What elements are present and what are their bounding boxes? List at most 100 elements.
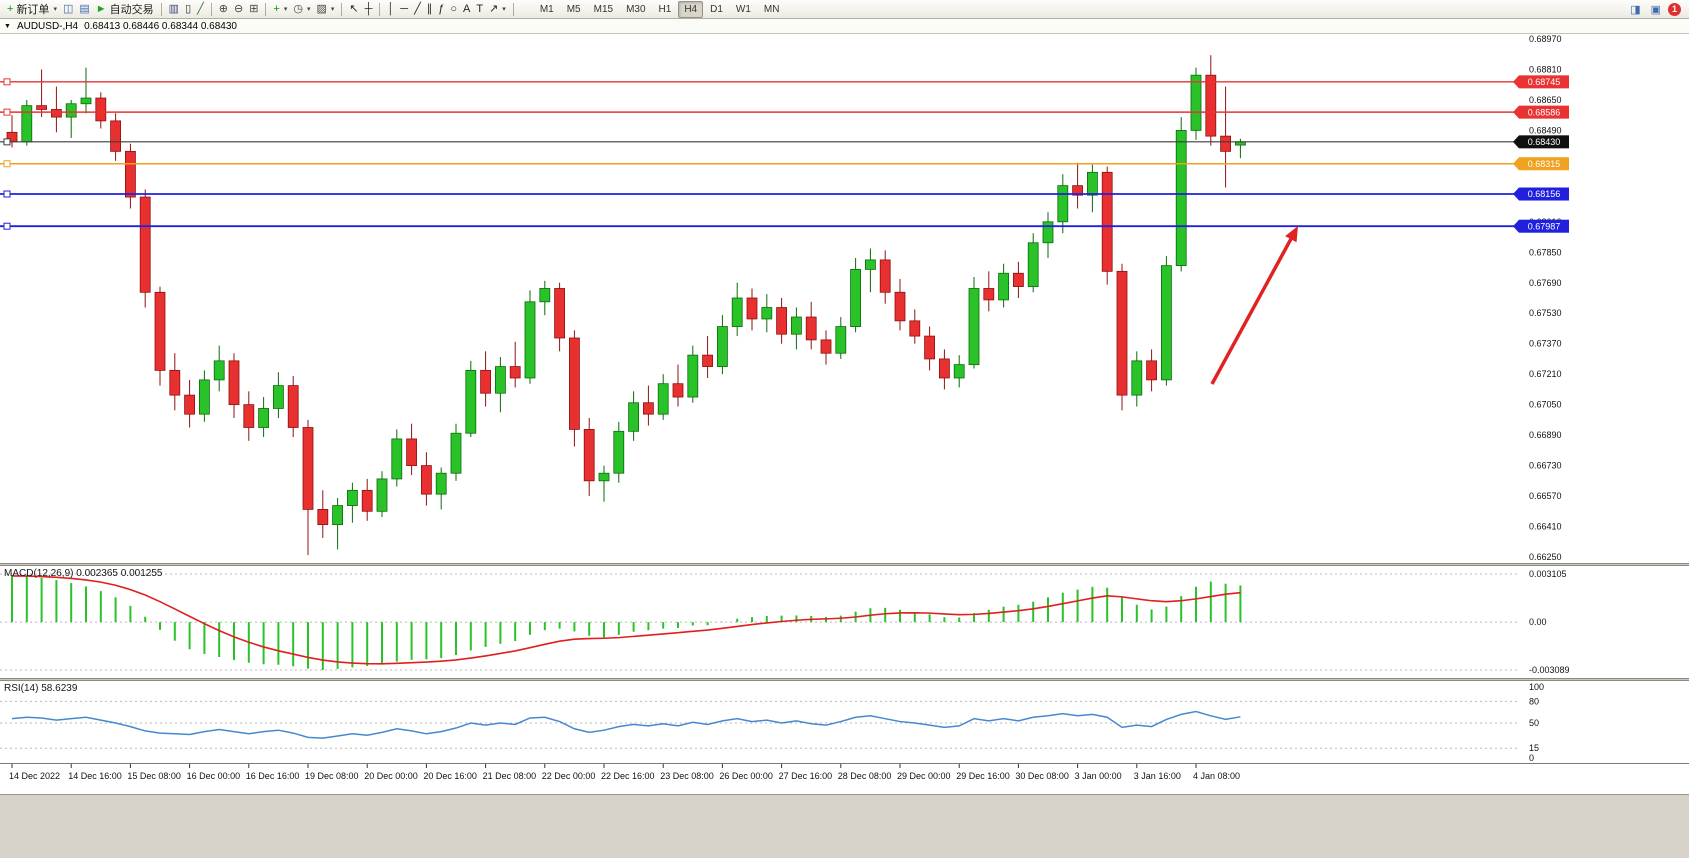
fibonacci-icon: ƒ: [438, 2, 445, 15]
svg-text:28 Dec 08:00: 28 Dec 08:00: [838, 771, 892, 781]
svg-text:0.67987: 0.67987: [1528, 221, 1561, 231]
toolbar-separator: [210, 2, 212, 16]
svg-text:0.66730: 0.66730: [1529, 461, 1562, 471]
equidistant-channel-button[interactable]: ∥: [424, 1, 436, 17]
svg-text:0: 0: [1529, 753, 1534, 763]
chart-ohlc-values: 0.68413 0.68446 0.68344 0.68430: [84, 20, 237, 32]
alerts-button[interactable]: ◨: [1627, 1, 1643, 17]
horizontal-line-button[interactable]: ─: [397, 1, 411, 17]
bar-chart-button[interactable]: ▥: [166, 1, 182, 17]
timeframe-m15-button[interactable]: M15: [593, 3, 614, 15]
cursor-button[interactable]: ↖: [346, 1, 361, 17]
tile-windows-button[interactable]: ⊞: [246, 1, 261, 17]
text-button[interactable]: A: [460, 1, 473, 17]
timeframe-m30-button[interactable]: M30: [626, 3, 646, 15]
notification-badge[interactable]: 1: [1668, 2, 1681, 16]
fibonacci-button[interactable]: ƒ: [435, 1, 447, 17]
line-chart-button[interactable]: ╱: [194, 1, 207, 17]
indicators-icon: +: [273, 2, 280, 15]
macd-histogram: [11, 574, 1242, 671]
ellipse-button[interactable]: ○: [447, 1, 460, 17]
toolbar-separator: [341, 2, 343, 16]
macd-panel[interactable]: 0.003105 0.00 -0.003089: [0, 566, 1689, 678]
price-tag[interactable]: 0.68156: [1513, 187, 1569, 201]
svg-text:0.68315: 0.68315: [1528, 159, 1561, 169]
chevron-down-icon: ▾: [330, 6, 335, 13]
price-chart-panel[interactable]: 0.689700.688100.686500.684900.683300.681…: [0, 34, 1689, 563]
zoom-out-button[interactable]: ⊖: [231, 1, 246, 17]
time-axis[interactable]: 14 Dec 2022 14 Dec 16:00 15 Dec 08:00 16 De…: [0, 763, 1689, 794]
svg-text:29 Dec 00:00: 29 Dec 00:00: [897, 771, 951, 781]
level-line[interactable]: [0, 160, 1518, 168]
toolbar-right-group: ◨ ▣ 1: [1627, 1, 1681, 17]
templates-button[interactable]: ▨ ▾: [313, 1, 337, 17]
text-label-button[interactable]: T: [473, 1, 486, 17]
candles: [6, 55, 1246, 556]
svg-text:23 Dec 08:00: 23 Dec 08:00: [660, 771, 714, 781]
svg-text:0.67370: 0.67370: [1529, 339, 1562, 349]
arrows-button[interactable]: ↗ ▾: [486, 1, 509, 17]
zoom-out-icon: ⊖: [233, 2, 244, 15]
svg-text:26 Dec 00:00: 26 Dec 00:00: [719, 771, 773, 781]
trendline-button[interactable]: ╱: [411, 1, 424, 17]
autotrading-button[interactable]: ► 自动交易: [93, 1, 157, 17]
time-axis-labels: 14 Dec 2022 14 Dec 16:00 15 Dec 08:00 16 De…: [9, 764, 1240, 781]
chevron-down-icon: ▾: [502, 6, 506, 13]
price-tag[interactable]: 0.68430: [1513, 135, 1569, 149]
timeframe-h4-button[interactable]: H4: [678, 0, 704, 18]
timeframe-m1-button[interactable]: M1: [539, 3, 554, 15]
svg-text:0.67690: 0.67690: [1529, 278, 1562, 288]
svg-text:15: 15: [1529, 743, 1539, 753]
level-line[interactable]: [0, 138, 1518, 146]
timeframe-mn-button[interactable]: MN: [763, 3, 780, 15]
level-line[interactable]: [0, 222, 1518, 230]
svg-text:14 Dec 16:00: 14 Dec 16:00: [68, 771, 122, 781]
new-order-button[interactable]: + 新订单 ▾: [4, 1, 60, 17]
periods-button[interactable]: ◷ ▾: [290, 1, 313, 17]
timeframe-w1-button[interactable]: W1: [735, 3, 751, 15]
chart-window: ▼ AUDUSD-,H4 0.68413 0.68446 0.68344 0.6…: [0, 19, 1689, 795]
chevron-down-icon: ▾: [53, 6, 57, 13]
svg-text:4 Jan 08:00: 4 Jan 08:00: [1193, 771, 1240, 781]
crosshair-button[interactable]: ┼: [362, 1, 376, 17]
svg-text:0.003105: 0.003105: [1529, 569, 1567, 579]
chart-window-button[interactable]: ◫: [60, 1, 76, 17]
rsi-panel[interactable]: 100 80 50 150: [0, 681, 1689, 763]
svg-text:19 Dec 08:00: 19 Dec 08:00: [305, 771, 359, 781]
vertical-line-button[interactable]: │: [384, 1, 397, 17]
horizontal-line-icon: ─: [400, 2, 409, 15]
panel-splitter[interactable]: [0, 678, 1689, 681]
line-chart-icon: ╱: [197, 2, 204, 15]
timeframe-m5-button[interactable]: M5: [566, 3, 581, 15]
zoom-in-button[interactable]: ⊕: [216, 1, 231, 17]
level-line[interactable]: [0, 190, 1518, 198]
chart-title-bar: ▼ AUDUSD-,H4 0.68413 0.68446 0.68344 0.6…: [0, 19, 1689, 34]
market-watch-button[interactable]: ▤: [76, 1, 92, 17]
equidistant-channel-icon: ∥: [426, 2, 433, 15]
toolbar-separator: [512, 2, 514, 16]
indicators-button[interactable]: + ▾: [270, 1, 290, 17]
timeframe-d1-button[interactable]: D1: [710, 3, 723, 15]
svg-text:15 Dec 08:00: 15 Dec 08:00: [127, 771, 181, 781]
price-tag[interactable]: 0.68315: [1513, 157, 1569, 171]
chart-menu-triangle-icon[interactable]: ▼: [4, 22, 11, 30]
panel-splitter[interactable]: [0, 563, 1689, 566]
candlestick-chart-button[interactable]: ▯: [182, 1, 194, 17]
level-line[interactable]: [0, 78, 1518, 86]
svg-text:0.68490: 0.68490: [1529, 125, 1562, 135]
timeframe-h1-button[interactable]: H1: [658, 3, 672, 15]
price-tag[interactable]: 0.67987: [1513, 219, 1569, 233]
price-tag[interactable]: 0.68586: [1513, 105, 1569, 119]
chart-window-icon: ◫: [62, 2, 74, 15]
svg-text:0.66570: 0.66570: [1529, 491, 1562, 501]
svg-text:29 Dec 16:00: 29 Dec 16:00: [956, 771, 1010, 781]
svg-text:0.67210: 0.67210: [1529, 369, 1562, 379]
mailbox-button[interactable]: ▣: [1648, 1, 1664, 17]
price-tag[interactable]: 0.68745: [1513, 75, 1569, 89]
svg-text:0.68970: 0.68970: [1529, 34, 1562, 44]
templates-icon: ▨: [316, 2, 327, 15]
trend-arrow[interactable]: [1210, 226, 1298, 385]
cursor-icon: ↖: [349, 2, 359, 15]
level-line[interactable]: [0, 108, 1518, 116]
mailbox-icon: ▣: [1650, 3, 1661, 16]
